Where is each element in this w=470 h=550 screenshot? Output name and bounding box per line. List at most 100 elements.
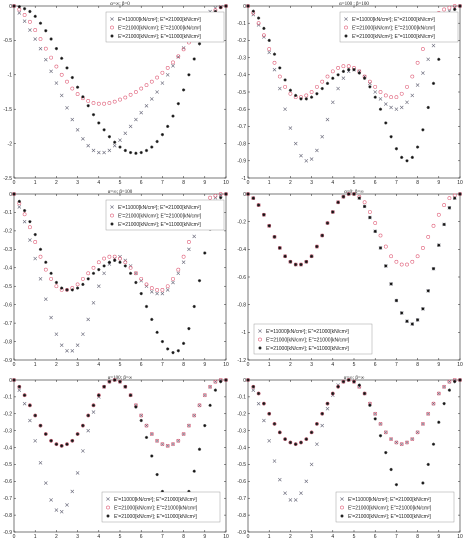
data-point <box>283 107 287 112</box>
data-point <box>176 271 181 276</box>
data-point <box>96 101 101 106</box>
data-point <box>320 134 325 139</box>
data-point <box>352 380 356 384</box>
data-point <box>394 107 399 112</box>
data-point <box>405 440 409 445</box>
x-tick-label: 10 <box>457 180 463 186</box>
x-tick-label: 8 <box>182 180 185 186</box>
data-point <box>447 206 451 210</box>
chart-title: α=100 ; β=100 <box>339 2 369 7</box>
data-point <box>336 73 340 77</box>
data-point <box>288 498 293 502</box>
data-point <box>384 264 388 268</box>
data-point <box>54 332 59 336</box>
y-tick-label: -0.8 <box>3 513 12 519</box>
data-point <box>384 451 388 455</box>
data-point <box>160 133 164 137</box>
y-tick-label: -0.7 <box>3 321 12 327</box>
x-tick-label: 1 <box>268 362 271 368</box>
data-point <box>368 215 372 220</box>
data-point <box>420 246 425 250</box>
data-point <box>447 196 452 201</box>
y-tick-label: -1 <box>8 73 13 79</box>
y-tick-label: -0.6 <box>237 479 246 485</box>
legend-entry: E'=21000[kN/cm²]; E''=21000[kN/cm²] <box>266 337 350 343</box>
data-point <box>410 74 415 79</box>
legend-marker <box>340 514 344 518</box>
data-point <box>251 196 255 200</box>
data-point <box>65 503 69 507</box>
legend-entry: E'=21000[kN/cm²]; E''=11000[kN/cm²] <box>114 514 197 520</box>
data-point <box>378 107 383 111</box>
data-point <box>81 136 85 141</box>
chart-panel-2: α=100 ; β=100 0 1 2 3 4 5 6 7 8 9 10 0 -0.1 -0.2 -0.3 -0… <box>237 2 463 186</box>
data-point <box>246 192 250 196</box>
data-point <box>155 438 160 443</box>
y-tick-label: -0.4 <box>3 266 12 272</box>
legend-marker <box>344 17 348 21</box>
data-point <box>123 264 127 268</box>
data-point <box>133 90 138 94</box>
data-point <box>181 432 186 436</box>
x-tick-label: 7 <box>161 180 164 186</box>
data-point <box>17 11 22 15</box>
data-point <box>447 379 452 384</box>
data-point <box>288 260 292 264</box>
data-point <box>81 282 85 286</box>
data-point <box>309 90 314 94</box>
data-point <box>294 442 298 446</box>
data-point <box>363 204 367 209</box>
data-point <box>160 288 165 292</box>
y-tick-label: -0.2 <box>3 412 12 418</box>
data-point <box>128 124 133 129</box>
x-tick-label: 3 <box>76 534 79 540</box>
y-tick-label: -0.9 <box>237 530 246 536</box>
data-point <box>367 79 372 84</box>
data-point <box>208 384 213 389</box>
data-point <box>182 88 186 92</box>
y-tick-label: 0 <box>243 378 246 384</box>
data-point <box>38 254 43 259</box>
x-tick-label: 10 <box>223 534 229 540</box>
data-point <box>378 434 383 438</box>
data-point <box>54 81 59 85</box>
y-tick-label: -0.4 <box>237 445 246 451</box>
data-point <box>81 449 85 453</box>
y-tick-label: -0.5 <box>237 90 246 96</box>
data-point <box>149 286 154 290</box>
data-point <box>129 393 133 397</box>
data-point <box>160 339 164 344</box>
data-point <box>49 37 53 41</box>
x-tick-label: 4 <box>331 180 334 186</box>
series-2 <box>12 192 228 292</box>
data-point <box>17 5 21 9</box>
data-point <box>144 148 149 153</box>
data-point <box>133 271 138 276</box>
data-point <box>347 192 351 196</box>
data-point <box>28 238 32 242</box>
data-point <box>426 289 430 293</box>
data-point <box>112 254 117 259</box>
data-point <box>283 254 287 258</box>
data-point <box>442 222 446 227</box>
data-point <box>368 403 372 407</box>
data-point <box>134 405 138 409</box>
x-tick-label: 2 <box>55 362 58 368</box>
data-point <box>59 343 64 348</box>
data-point <box>347 378 351 382</box>
data-point <box>129 271 133 275</box>
legend-box <box>101 491 221 523</box>
data-point <box>378 246 383 250</box>
data-point <box>149 289 154 294</box>
y-tick-label: -2.5 <box>3 176 12 182</box>
data-point <box>96 260 101 265</box>
x-tick-label: 9 <box>203 534 206 540</box>
data-point <box>91 301 96 305</box>
data-point <box>458 378 462 382</box>
data-point <box>251 9 255 13</box>
data-point <box>373 417 377 421</box>
data-point <box>150 454 154 458</box>
x-tick-label: 6 <box>374 534 377 540</box>
data-point <box>320 79 325 84</box>
x-tick-label: 3 <box>310 534 313 540</box>
